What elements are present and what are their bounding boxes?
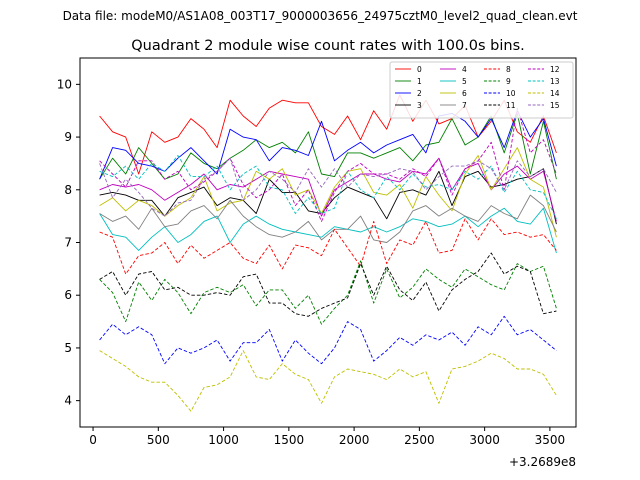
series-layer: [99, 94, 557, 412]
series-line-2: [99, 110, 557, 180]
legend-label-11: 11: [506, 101, 516, 110]
y-tick-label: 6: [64, 288, 72, 302]
legend-label-5: 5: [462, 77, 467, 86]
series-line-9: [99, 260, 557, 325]
legend-label-9: 9: [506, 77, 511, 86]
legend-label-14: 14: [550, 89, 560, 98]
legend-label-6: 6: [462, 89, 467, 98]
legend-label-3: 3: [417, 101, 422, 110]
series-line-11: [99, 252, 557, 317]
series-line-14: [99, 350, 557, 412]
x-tick-label: 3500: [535, 433, 566, 447]
series-line-15: [99, 157, 557, 217]
legend-label-8: 8: [506, 65, 511, 74]
series-line-7: [99, 194, 557, 243]
series-line-10: [99, 315, 557, 365]
y-tick-label: 7: [64, 236, 72, 250]
x-tick-label: 1500: [274, 433, 305, 447]
y-tick-label: 9: [64, 130, 72, 144]
series-line-5: [99, 207, 557, 254]
legend-frame: [389, 61, 574, 119]
series-line-3: [99, 168, 557, 225]
legend-label-4: 4: [462, 65, 467, 74]
chart-title: Quadrant 2 module wise count rates with …: [131, 38, 525, 54]
series-line-4: [99, 157, 557, 222]
legend-label-15: 15: [550, 101, 560, 110]
x-tick-label: 1000: [208, 433, 239, 447]
x-tick-label: 2500: [404, 433, 435, 447]
x-axis: 0 500 1000 1500 2000 2500 3000 3500: [89, 427, 565, 447]
legend-label-0: 0: [417, 65, 422, 74]
series-line-6: [99, 147, 557, 238]
legend-label-12: 12: [550, 65, 560, 74]
y-tick-label: 5: [64, 341, 72, 355]
y-tick-label: 8: [64, 183, 72, 197]
chart-suptitle: Data file: modeM0/AS1A08_003T17_90000036…: [63, 9, 578, 23]
series-line-13: [99, 155, 557, 219]
x-tick-label: 3000: [469, 433, 500, 447]
legend-label-2: 2: [417, 89, 422, 98]
legend-label-10: 10: [506, 89, 516, 98]
plot-area: [79, 57, 577, 428]
y-tick-label: 4: [64, 394, 72, 408]
x-offset-label: +3.2689e8: [509, 455, 576, 469]
x-tick-label: 0: [89, 433, 97, 447]
legend-label-7: 7: [462, 101, 467, 110]
y-tick-label: 10: [57, 77, 72, 91]
legend-label-1: 1: [417, 77, 422, 86]
y-axis: 4 5 6 7 8 9 10: [57, 77, 80, 408]
legend-label-13: 13: [550, 77, 560, 86]
x-tick-label: 2000: [339, 433, 370, 447]
x-tick-label: 500: [147, 433, 170, 447]
